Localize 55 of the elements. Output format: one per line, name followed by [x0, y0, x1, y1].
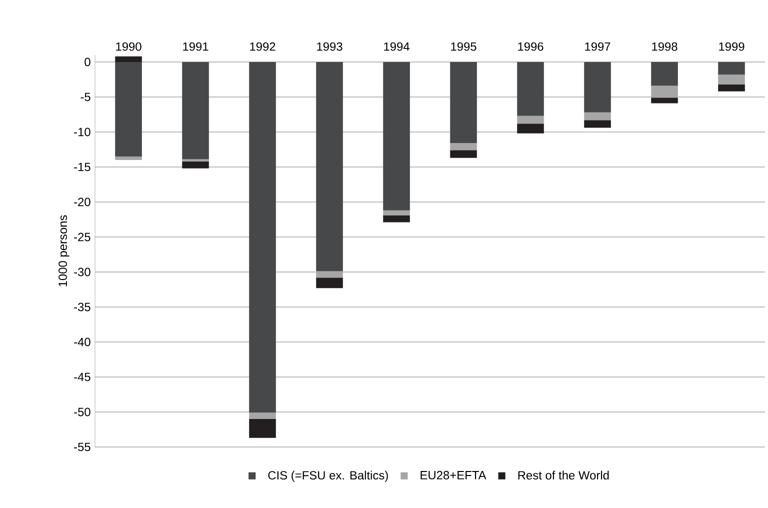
y-tick-label: -50: [74, 408, 90, 416]
x-tick-label: 1996: [518, 42, 544, 51]
bar: [383, 210, 410, 216]
y-axis-title: 1000 persons: [58, 215, 70, 286]
y-tick-label: -15: [74, 162, 90, 172]
x-tick-label: 1995: [451, 42, 476, 51]
bar: [450, 150, 477, 158]
legend-label: Rest of the World: [518, 470, 609, 480]
y-tick-label: -40: [74, 338, 90, 346]
bar: [584, 112, 611, 120]
x-tick-label: 1992: [250, 42, 276, 51]
x-tick-label: 1999: [719, 42, 744, 51]
bar: [651, 86, 678, 98]
x-tick-label: 1991: [183, 42, 208, 51]
bar: [651, 62, 678, 86]
x-tick-label: 1990: [116, 42, 142, 51]
bar: [517, 116, 544, 124]
y-tick-label: -20: [74, 198, 90, 206]
x-tick-label: 1994: [384, 42, 410, 51]
x-tick-label: 1997: [585, 42, 610, 51]
y-tick-label: -5: [80, 92, 90, 102]
bar: [517, 124, 544, 134]
bar: [450, 62, 477, 144]
bar: [182, 62, 209, 160]
y-tick-label: -30: [74, 268, 90, 276]
legend-label: CIS (=FSU ex. Baltics): [268, 470, 388, 482]
x-tick-label: 1998: [652, 42, 678, 51]
x-tick-label: 1993: [317, 42, 342, 51]
bar: [450, 143, 477, 150]
legend-label: EU28+EFTA: [420, 470, 486, 480]
y-tick-label: -45: [74, 372, 90, 382]
bar: [517, 62, 544, 116]
bar: [316, 271, 343, 278]
y-tick-label: 0: [84, 58, 90, 66]
bar: [718, 62, 745, 75]
bar: [249, 412, 276, 419]
bar: [115, 56, 142, 62]
y-tick-label: -10: [74, 128, 90, 136]
y-tick-label: -55: [74, 442, 90, 452]
bar: [584, 120, 611, 128]
bar: [651, 98, 678, 104]
bar: [115, 62, 142, 156]
bar: [383, 62, 410, 210]
bar: [115, 156, 142, 160]
bar: [718, 84, 745, 92]
bar: [584, 62, 611, 112]
bar: [383, 215, 410, 222]
bar: [316, 278, 343, 288]
y-tick-label: -35: [74, 302, 90, 312]
y-tick-label: -25: [74, 232, 90, 242]
bar: [718, 74, 745, 84]
bar: [249, 62, 276, 413]
bar: [316, 62, 343, 272]
bar: [182, 161, 209, 168]
bar: [249, 418, 276, 438]
